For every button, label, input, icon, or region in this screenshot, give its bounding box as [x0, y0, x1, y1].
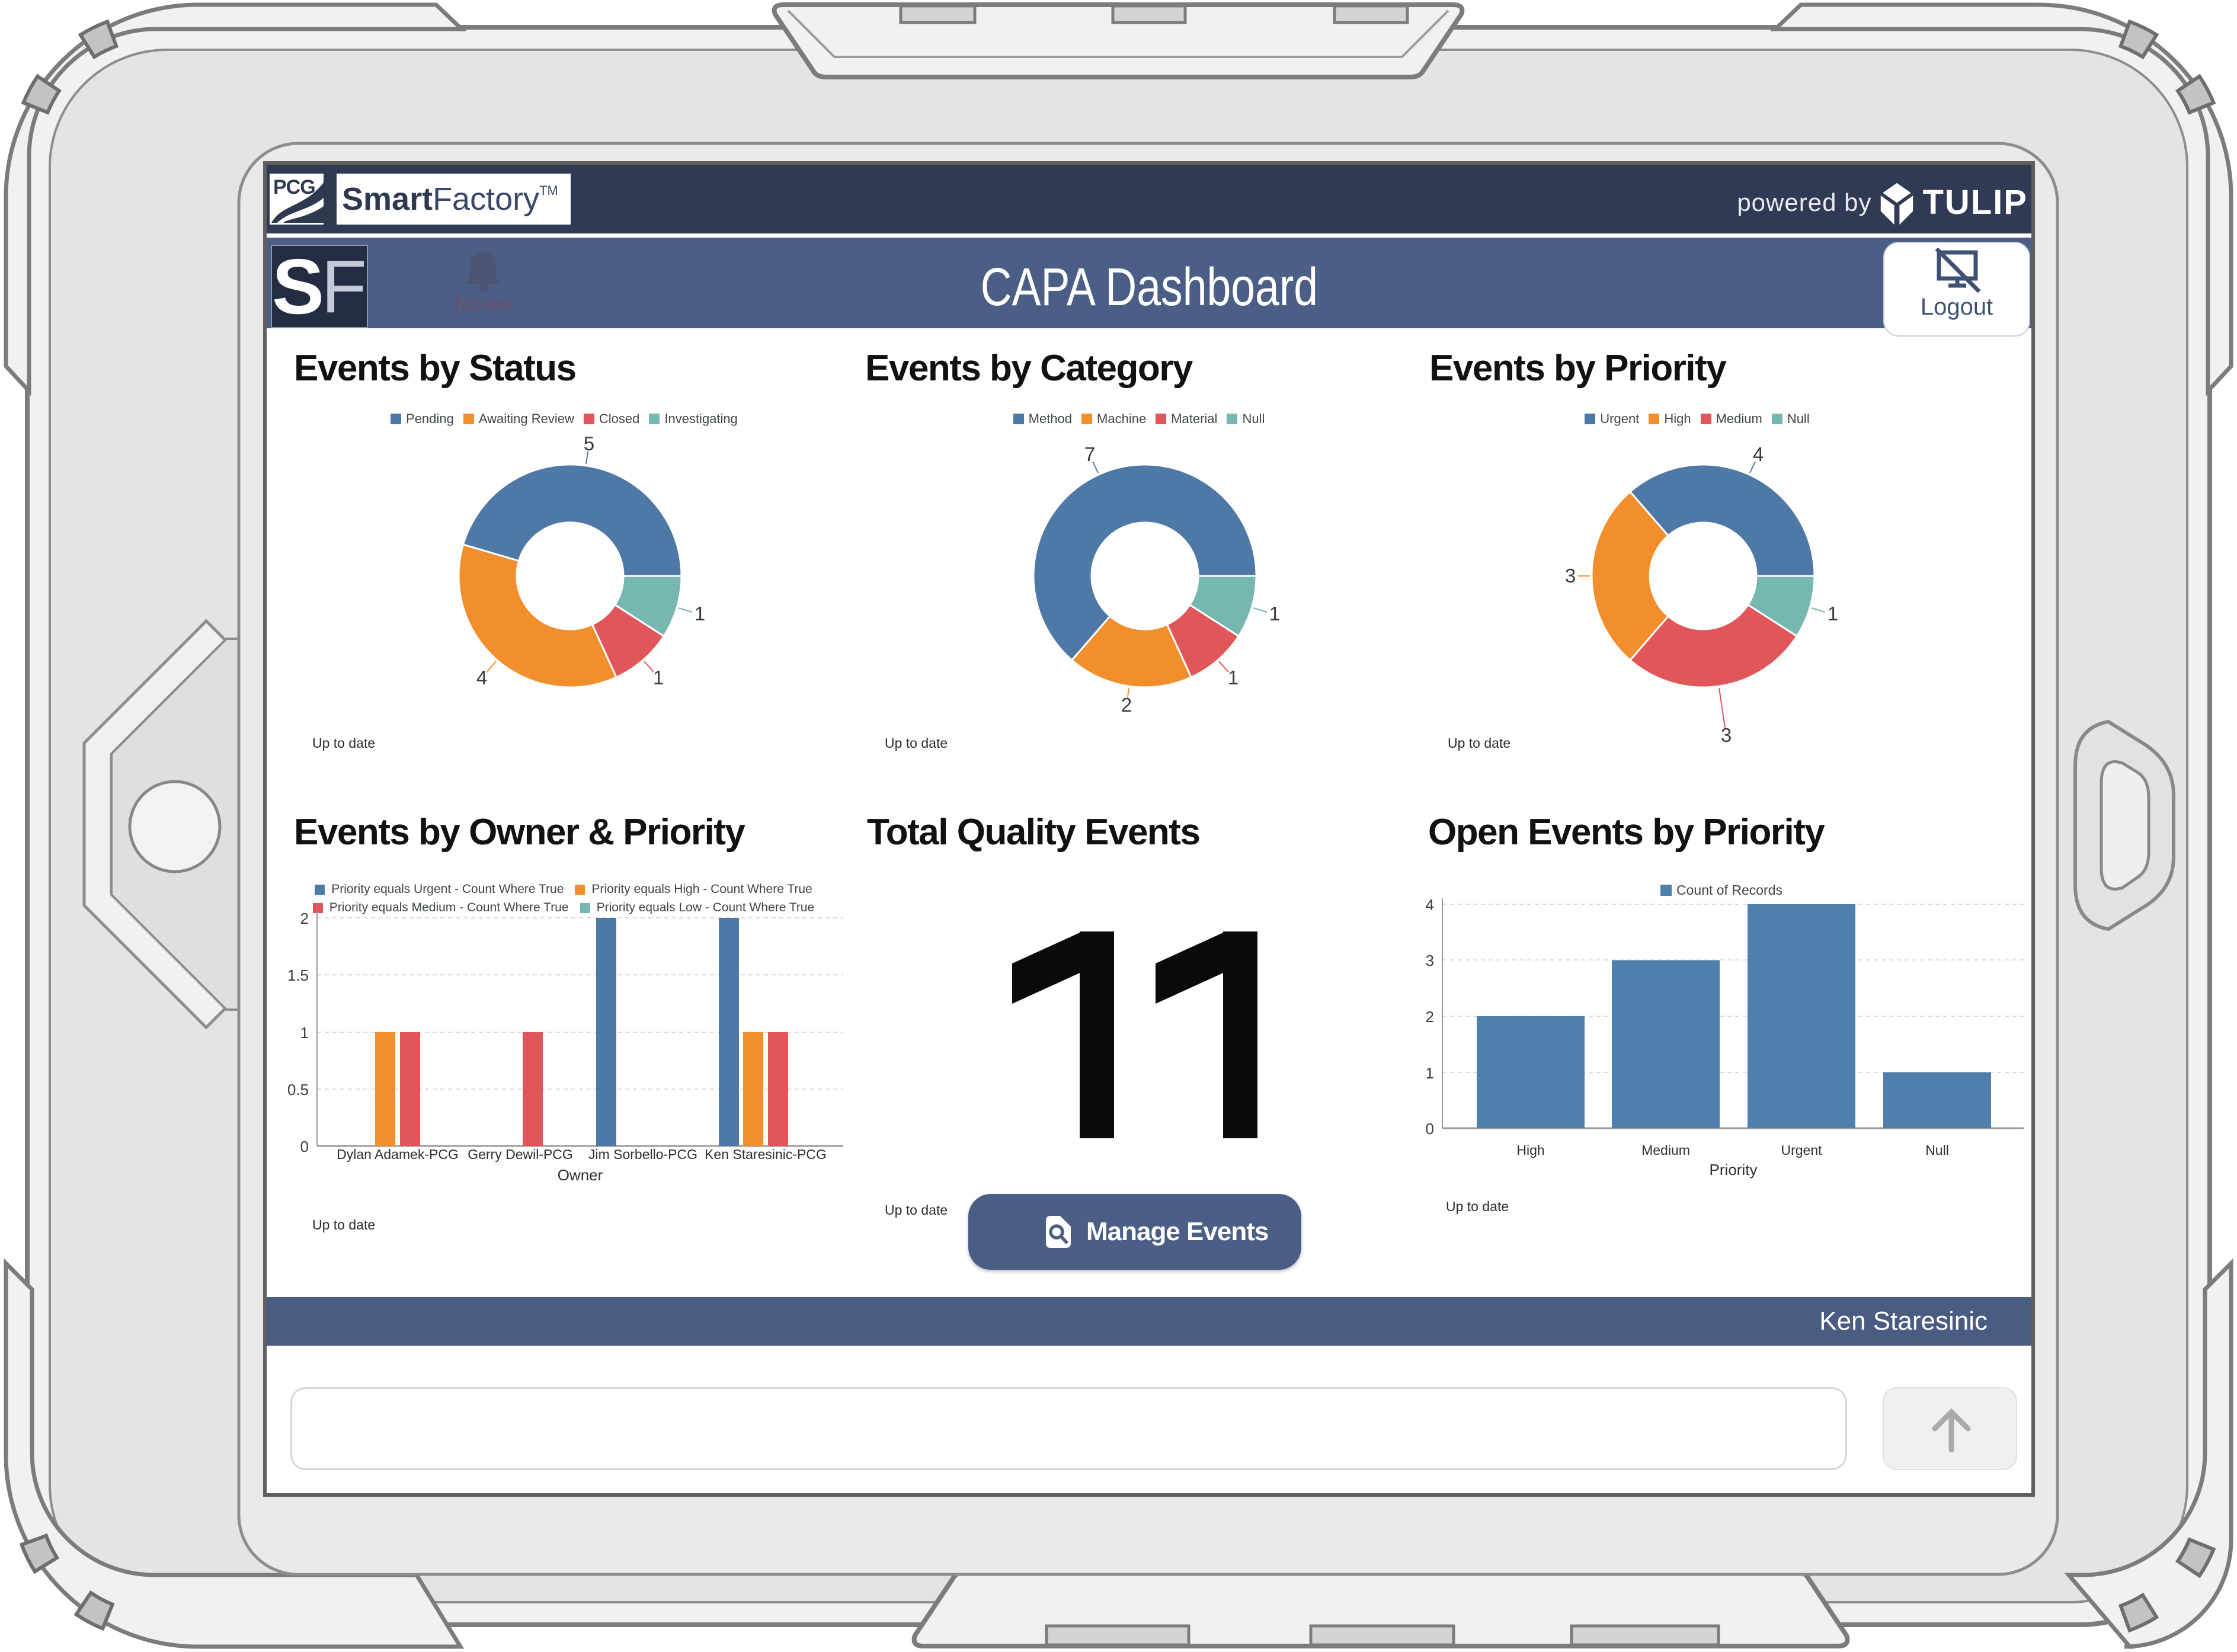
svg-text:Notes: Notes	[455, 293, 511, 315]
svg-text:Null: Null	[1925, 1142, 1949, 1158]
svg-text:3: 3	[1426, 952, 1434, 969]
svg-text:1: 1	[695, 603, 705, 625]
svg-text:7: 7	[1084, 443, 1095, 465]
svg-text:1: 1	[1228, 667, 1238, 689]
svg-text:Jim Sorbello-PCG: Jim Sorbello-PCG	[588, 1147, 697, 1162]
svg-text:Dylan Adamek-PCG: Dylan Adamek-PCG	[337, 1147, 459, 1162]
svg-text:5: 5	[584, 433, 594, 454]
svg-text:2: 2	[300, 910, 309, 927]
svg-text:3: 3	[1565, 565, 1576, 587]
svg-text:Ken Staresinic-PCG: Ken Staresinic-PCG	[705, 1147, 827, 1162]
svg-text:1.5: 1.5	[287, 966, 309, 984]
svg-text:PCG: PCG	[273, 176, 315, 199]
svg-text:Priority: Priority	[1710, 1161, 1758, 1179]
svg-text:1: 1	[300, 1024, 309, 1042]
svg-text:Gerry Dewil-PCG: Gerry Dewil-PCG	[468, 1147, 573, 1162]
svg-text:1: 1	[1828, 603, 1838, 625]
svg-text:4: 4	[1426, 896, 1434, 914]
svg-text:Medium: Medium	[1641, 1142, 1690, 1158]
svg-text:1: 1	[1269, 603, 1280, 625]
svg-text:Urgent: Urgent	[1781, 1142, 1822, 1158]
svg-text:High: High	[1516, 1142, 1544, 1158]
svg-text:4: 4	[476, 667, 487, 689]
svg-text:Owner: Owner	[558, 1166, 603, 1184]
svg-text:0: 0	[1426, 1120, 1434, 1138]
svg-text:2: 2	[1426, 1008, 1434, 1026]
svg-text:4: 4	[1753, 443, 1764, 465]
svg-text:1: 1	[1426, 1064, 1434, 1082]
svg-text:2: 2	[1121, 694, 1132, 716]
svg-text:0: 0	[300, 1138, 309, 1155]
svg-text:1: 1	[653, 667, 664, 689]
svg-text:3: 3	[1721, 724, 1732, 746]
svg-text:0.5: 0.5	[287, 1081, 309, 1099]
